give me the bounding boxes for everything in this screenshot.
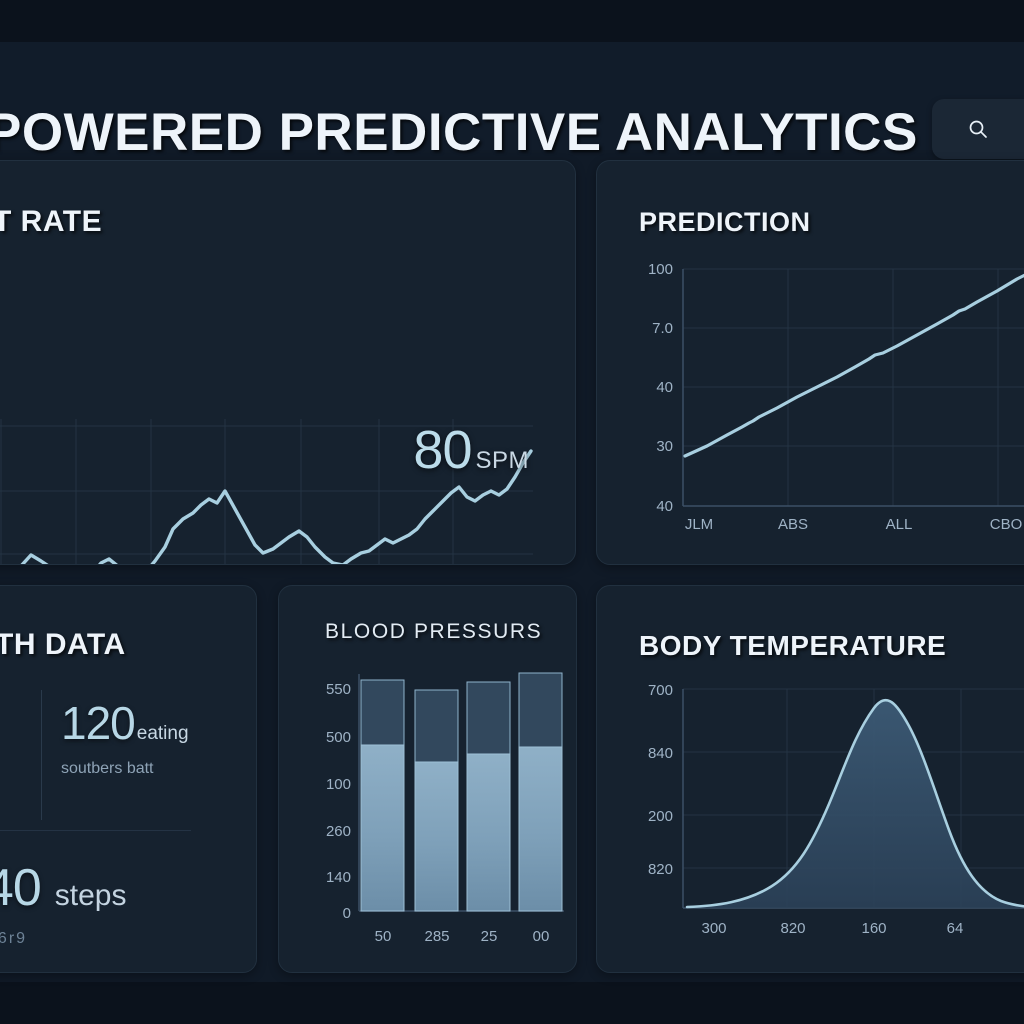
svg-text:7.0: 7.0 xyxy=(652,320,673,337)
bell-curve-line xyxy=(685,699,1024,909)
y-tick-labels: 100 7.0 40 30 40 xyxy=(648,261,673,515)
panel-heart-rate-title: T RATE xyxy=(0,205,103,238)
svg-text:50: 50 xyxy=(375,928,392,945)
svg-text:260: 260 xyxy=(326,823,351,840)
svg-text:0: 0 xyxy=(343,905,351,922)
svg-text:500: 500 xyxy=(326,729,351,746)
blood-pressure-chart: 550 500 100 260 140 0 50 285 25 00 xyxy=(326,672,564,945)
svg-text:550: 550 xyxy=(326,681,351,698)
bar-group xyxy=(414,689,459,912)
stat-item: 120 eating soutbers batt xyxy=(61,696,189,778)
svg-text:40: 40 xyxy=(656,379,673,396)
panel-health-data-title: TH DATA xyxy=(0,628,126,661)
heart-rate-unit: SPM xyxy=(475,447,529,474)
svg-text:ALL: ALL xyxy=(886,516,913,533)
search-button[interactable] xyxy=(932,99,1024,159)
stat-divider-horizontal xyxy=(0,830,191,831)
svg-text:25: 25 xyxy=(481,928,498,945)
panel-health-data[interactable]: TH DATA 2 utior 120 eating soutbers batt xyxy=(0,585,257,973)
bell-curve-area xyxy=(687,700,1024,908)
bar-group xyxy=(360,679,405,912)
bar-group xyxy=(518,672,563,912)
svg-text:840: 840 xyxy=(648,745,673,762)
stat-value: 120 xyxy=(61,697,136,749)
app-header: POWERED PREDICTIVE ANALYTICS xyxy=(0,42,1024,162)
stat-sublabel: soutbers batt xyxy=(61,760,154,777)
svg-text:ABS: ABS xyxy=(778,516,808,533)
heart-rate-chart xyxy=(0,419,533,564)
panel-body-temperature-title: BODY TEMPERATURE xyxy=(639,630,947,661)
bar-group xyxy=(466,681,511,912)
svg-text:140: 140 xyxy=(326,869,351,886)
svg-text:100: 100 xyxy=(326,776,351,793)
y-tick-labels: 550 500 100 260 140 0 xyxy=(326,681,351,922)
heart-rate-number: 80 xyxy=(413,420,472,480)
panel-prediction-title: PREDICTION xyxy=(639,207,811,237)
panel-prediction[interactable]: PREDICTION 100 7.0 40 30 40 xyxy=(596,160,1024,565)
svg-text:30: 30 xyxy=(656,438,673,455)
stat-divider-vertical xyxy=(41,690,42,820)
svg-text:285: 285 xyxy=(424,928,449,945)
stat-unit: eating xyxy=(136,723,189,744)
svg-text:CBO: CBO xyxy=(990,516,1023,533)
prediction-series xyxy=(683,273,1024,458)
panel-heart-rate[interactable]: T RATE 9 6 xyxy=(0,160,576,565)
heart-rate-value: 80 SPM xyxy=(413,419,529,481)
prediction-chart: 100 7.0 40 30 40 JLM ABS ALL CBO xyxy=(648,261,1024,533)
steps-stat: 540 steps 01 S6r9 xyxy=(0,858,126,948)
svg-text:00: 00 xyxy=(533,928,550,945)
svg-text:100: 100 xyxy=(648,261,673,278)
panel-blood-pressure-title: BLOOD PRESSURS xyxy=(325,620,543,643)
body-temperature-chart: 700 840 200 820 300 820 160 64 xyxy=(648,682,1024,937)
top-strip xyxy=(0,0,1024,42)
svg-text:40: 40 xyxy=(656,498,673,515)
health-stat-grid: 2 utior 120 eating soutbers batt 540 ste… xyxy=(0,682,256,972)
search-icon xyxy=(966,117,990,141)
page-title: POWERED PREDICTIVE ANALYTICS xyxy=(0,103,918,162)
gridlines xyxy=(683,268,1024,506)
x-tick-labels: 50 285 25 00 xyxy=(375,928,550,945)
heart-rate-series xyxy=(20,449,533,564)
svg-text:160: 160 xyxy=(861,920,886,937)
panel-body-temperature[interactable]: BODY TEMPERATURE xyxy=(596,585,1024,973)
x-tick-labels: 300 820 160 64 xyxy=(701,920,963,937)
svg-text:200: 200 xyxy=(648,808,673,825)
panel-blood-pressure[interactable]: BLOOD PRESSURS xyxy=(278,585,577,973)
x-tick-labels: JLM ABS ALL CBO xyxy=(685,516,1022,533)
svg-text:700: 700 xyxy=(648,682,673,699)
y-tick-labels: 700 840 200 820 xyxy=(648,682,673,878)
steps-unit: steps xyxy=(54,879,127,912)
steps-value: 540 xyxy=(0,859,42,917)
steps-sublabel: 01 S6r9 xyxy=(0,930,28,947)
bottom-strip xyxy=(0,982,1024,1024)
svg-text:820: 820 xyxy=(780,920,805,937)
svg-text:JLM: JLM xyxy=(685,516,713,533)
gridlines xyxy=(0,419,533,564)
svg-text:64: 64 xyxy=(947,920,964,937)
svg-text:820: 820 xyxy=(648,861,673,878)
svg-text:300: 300 xyxy=(701,920,726,937)
